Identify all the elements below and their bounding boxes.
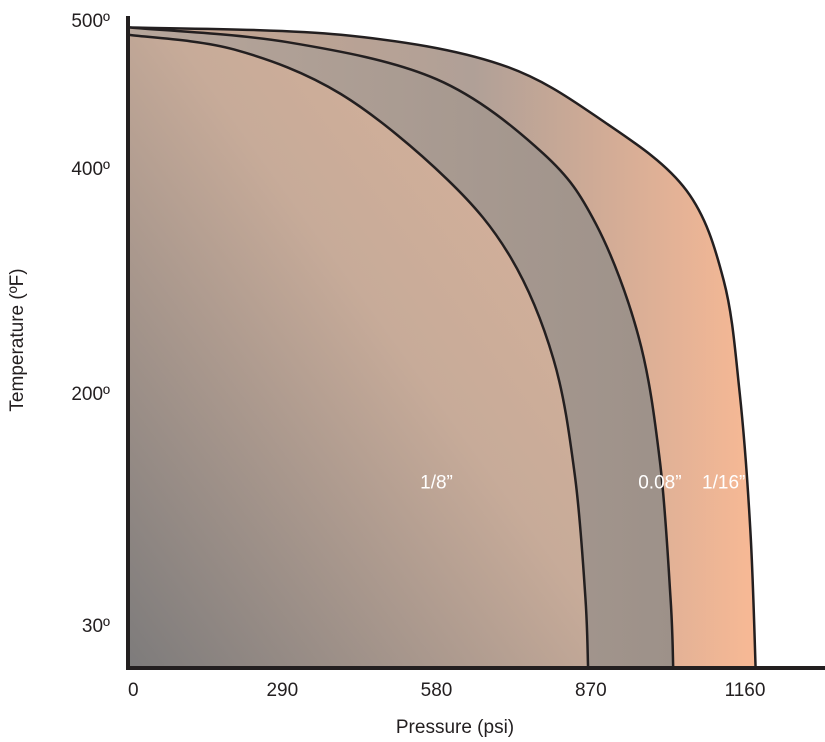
y-tick-label: 500º bbox=[71, 11, 110, 32]
y-axis-title: Temperature (ºF) bbox=[7, 268, 28, 411]
x-axis-title: Pressure (psi) bbox=[396, 717, 514, 738]
x-tick-label: 870 bbox=[575, 680, 607, 701]
x-tick-label: 1160 bbox=[725, 680, 766, 701]
y-tick-label: 30º bbox=[82, 616, 110, 637]
label-0-08-inch: 0.08” bbox=[638, 473, 681, 494]
x-tick-label: 0 bbox=[128, 680, 139, 701]
x-tick-label: 290 bbox=[266, 680, 298, 701]
y-tick-label: 200º bbox=[71, 384, 110, 405]
region-1-8-inch bbox=[126, 33, 590, 670]
label-1-8-inch: 1/8” bbox=[420, 473, 453, 494]
x-tick-label: 580 bbox=[421, 680, 453, 701]
label-1-16-inch: 1/16” bbox=[702, 473, 745, 494]
y-tick-label: 400º bbox=[71, 159, 110, 180]
